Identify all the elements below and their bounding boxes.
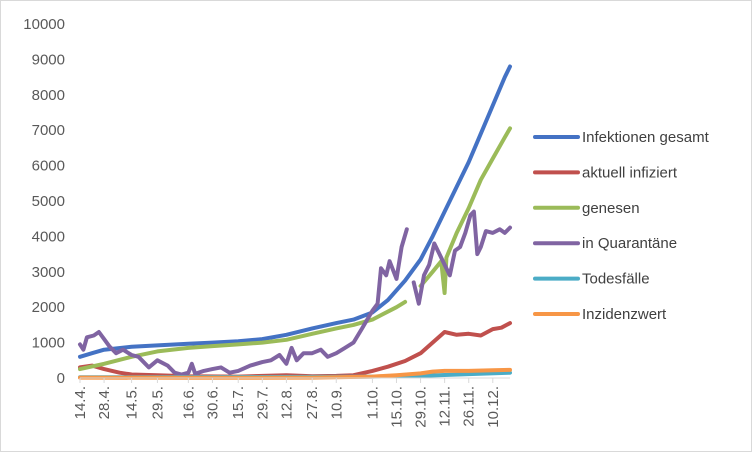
x-tick-label: 10.12. (485, 386, 502, 428)
y-tick-label: 8000 (32, 87, 65, 104)
y-tick-label: 4000 (32, 228, 65, 245)
y-tick-label: 2000 (32, 299, 65, 316)
x-tick-label: 14.4. (72, 386, 89, 419)
y-tick-label: 5000 (32, 193, 65, 210)
legend-label: Inzidenzwert (582, 306, 667, 323)
series-line (78, 321, 512, 379)
y-tick-label: 7000 (32, 122, 65, 139)
x-tick-label: 14.5. (124, 386, 141, 419)
x-tick-label: 1.10. (364, 386, 381, 419)
x-tick-label: 12.11. (437, 386, 454, 427)
y-tick-label: 0 (57, 370, 65, 387)
x-tick-label: 12.8. (278, 386, 295, 419)
legend: Infektionen gesamt aktuell infiziert genes… (533, 129, 710, 323)
y-axis: 0 1000 2000 3000 4000 5000 6000 7000 8000 9000 100… (23, 16, 65, 387)
x-tick-label: 30.6. (204, 386, 221, 419)
legend-label: genesen (582, 200, 640, 217)
series-line (78, 64, 512, 359)
x-tick-label: 15.10. (388, 386, 405, 428)
y-tick-label: 10000 (23, 16, 65, 33)
y-tick-label: 1000 (32, 335, 65, 352)
y-tick-label: 3000 (32, 264, 65, 281)
legend-label: Infektionen gesamt (582, 129, 710, 146)
x-tick-label: 28.4. (96, 386, 113, 419)
series-line (418, 126, 512, 295)
legend-label: Todesfälle (582, 271, 650, 288)
plot-lines (78, 64, 512, 380)
x-tick-label: 29.7. (254, 386, 271, 419)
legend-label: aktuell infiziert (582, 164, 678, 181)
x-tick-label: 27.8. (304, 386, 321, 419)
x-tick-label: 29.5. (149, 386, 166, 419)
y-tick-label: 9000 (32, 51, 65, 68)
x-tick-label: 26.11. (461, 386, 478, 427)
legend-label: in Quarantäne (582, 235, 677, 252)
x-tick-label: 15.7. (230, 386, 247, 419)
x-tick-label: 16.6. (180, 386, 197, 419)
series-line (78, 227, 409, 377)
series-line (411, 209, 512, 306)
x-tick-label: 29.10. (413, 386, 430, 428)
x-tick-label: 10.9. (328, 386, 345, 419)
x-axis: 14.4. 28.4. 14.5. 29.5. 16.6. 30.6. 15.7. 29.7.… (72, 377, 510, 428)
y-tick-label: 6000 (32, 158, 65, 175)
